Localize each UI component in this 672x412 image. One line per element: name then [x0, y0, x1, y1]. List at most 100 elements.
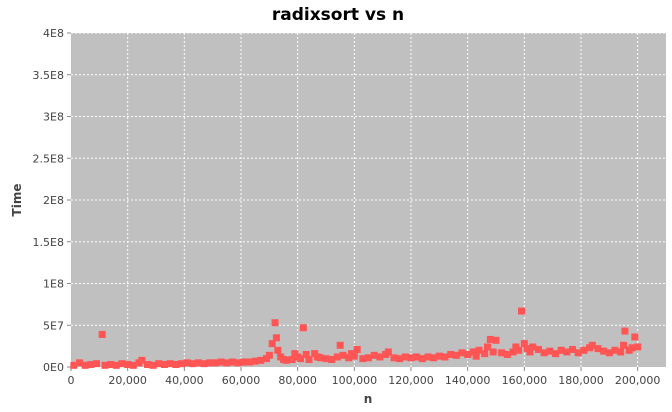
- y-tick-label: 3E8: [43, 111, 64, 124]
- data-point: [328, 355, 336, 363]
- data-point: [452, 351, 460, 359]
- data-point: [620, 341, 627, 349]
- data-point: [118, 360, 126, 368]
- data-point: [251, 357, 259, 365]
- y-tick-label: 3.5E8: [33, 69, 64, 82]
- data-point: [546, 347, 554, 355]
- data-point: [189, 360, 197, 368]
- data-point: [413, 353, 421, 361]
- data-point: [206, 359, 214, 367]
- data-point: [101, 361, 109, 369]
- data-point: [282, 356, 290, 364]
- data-point: [316, 354, 324, 362]
- x-tick-label: 80,000: [278, 374, 317, 387]
- data-point: [93, 360, 100, 368]
- y-tick-label: 0E0: [43, 361, 64, 374]
- data-point: [217, 358, 225, 366]
- data-point: [441, 353, 449, 361]
- data-point: [384, 348, 392, 356]
- data-point: [492, 336, 500, 344]
- data-point: [503, 350, 511, 358]
- axis-ticks: 0 20,000 40,000 60,000 80,000 100,000 120,000 1…: [33, 27, 661, 387]
- data-point: [430, 354, 438, 362]
- x-tick-label: 0: [68, 374, 75, 387]
- y-tick-label: 4E8: [43, 27, 64, 40]
- data-point: [81, 361, 89, 369]
- data-point: [333, 353, 341, 361]
- data-points: [70, 307, 642, 369]
- data-point: [447, 350, 455, 358]
- x-tick-label: 20,000: [108, 374, 147, 387]
- data-point: [390, 354, 398, 362]
- y-tick-label: 1.5E8: [33, 236, 64, 249]
- data-point: [124, 360, 132, 368]
- data-point: [498, 349, 506, 357]
- data-point: [257, 356, 265, 364]
- data-point: [161, 360, 168, 368]
- x-tick-label: 160,000: [502, 374, 548, 387]
- data-point: [526, 348, 534, 356]
- data-point: [605, 349, 613, 357]
- data-point: [129, 361, 137, 369]
- data-point: [350, 352, 358, 360]
- data-point: [401, 353, 409, 361]
- data-point: [472, 352, 480, 360]
- data-point: [365, 354, 372, 362]
- data-point: [489, 348, 497, 356]
- data-point: [299, 324, 307, 332]
- data-point: [370, 351, 378, 359]
- x-tick-label: 200,000: [615, 374, 661, 387]
- data-point: [628, 344, 636, 352]
- x-tick-label: 180,000: [558, 374, 604, 387]
- data-point: [458, 349, 466, 357]
- data-point: [268, 340, 276, 348]
- data-point: [376, 353, 384, 361]
- data-point: [302, 350, 310, 358]
- data-point: [424, 353, 432, 361]
- data-point: [557, 346, 565, 354]
- data-point: [322, 355, 330, 363]
- data-point: [529, 343, 537, 351]
- data-point: [172, 360, 180, 368]
- grid: [71, 32, 666, 367]
- data-point: [407, 354, 415, 362]
- data-point: [223, 359, 231, 367]
- data-point: [634, 343, 642, 351]
- x-axis-label: n: [364, 392, 373, 406]
- data-point: [569, 345, 576, 353]
- data-point: [166, 360, 174, 368]
- data-point: [588, 341, 596, 349]
- data-point: [469, 348, 477, 356]
- data-point: [305, 355, 313, 363]
- data-point: [418, 355, 426, 363]
- data-point: [486, 335, 494, 343]
- data-point: [339, 351, 347, 359]
- data-point: [552, 350, 559, 358]
- data-point: [435, 352, 443, 360]
- data-point: [144, 360, 151, 368]
- y-axis-label: Time: [10, 184, 24, 217]
- data-point: [336, 341, 344, 349]
- data-point: [107, 360, 115, 368]
- data-point: [475, 346, 483, 354]
- data-point: [265, 351, 273, 359]
- chart-title: radixsort vs n: [272, 5, 404, 25]
- data-point: [240, 358, 248, 366]
- x-tick-label: 100,000: [332, 374, 378, 387]
- data-point: [631, 333, 639, 341]
- data-point: [195, 359, 202, 367]
- data-point: [464, 350, 472, 358]
- data-point: [234, 359, 242, 367]
- data-point: [246, 358, 253, 366]
- data-point: [288, 355, 296, 363]
- data-point: [617, 348, 625, 356]
- data-point: [611, 346, 619, 354]
- data-point: [271, 319, 279, 327]
- data-point: [274, 346, 282, 354]
- data-point: [621, 327, 629, 335]
- data-point: [149, 361, 157, 369]
- data-point: [509, 348, 517, 356]
- data-point: [212, 359, 219, 367]
- y-tick-label: 2E8: [43, 194, 64, 207]
- y-tick-label: 5E7: [43, 319, 64, 332]
